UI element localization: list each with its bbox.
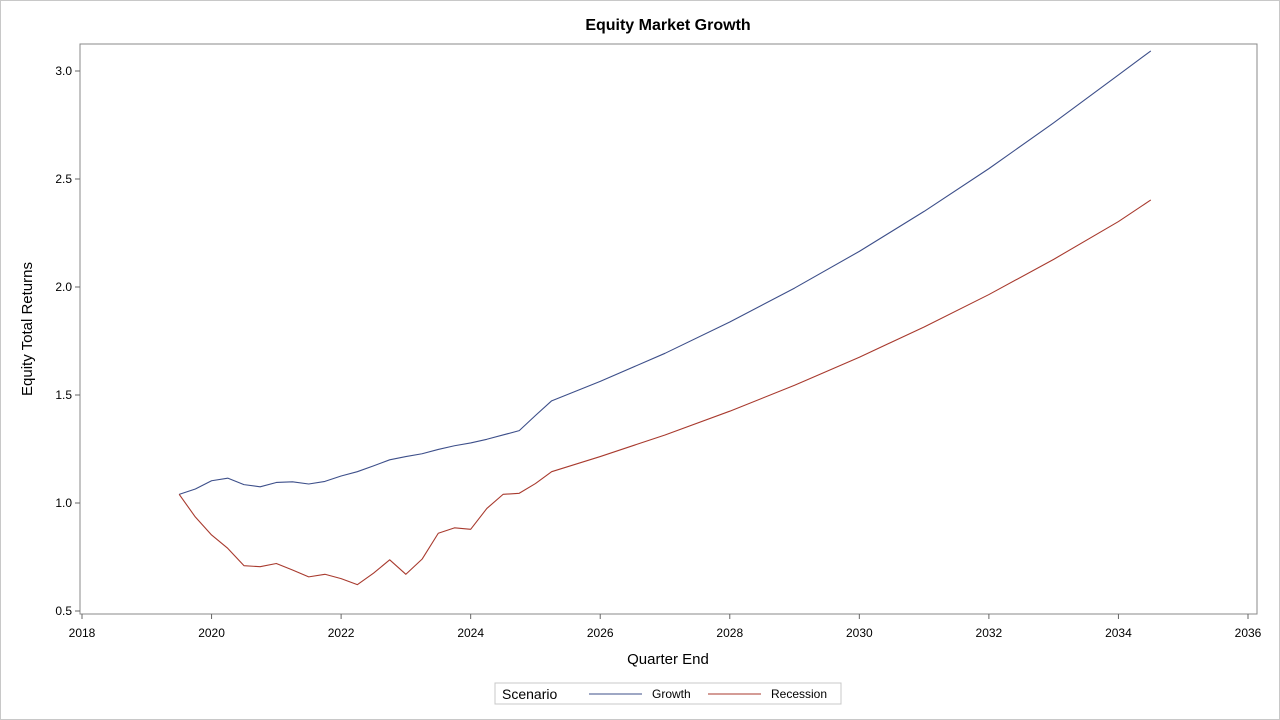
series-line-recession [178, 199, 1152, 586]
x-tick-label: 2028 [716, 626, 743, 640]
y-axis: 0.5 1.0 1.5 2.0 2.5 3.0 [55, 64, 80, 618]
legend-title: Scenario [502, 686, 557, 702]
x-tick-label: 2020 [198, 626, 225, 640]
y-tick-label: 1.0 [55, 496, 72, 510]
y-tick-label: 2.5 [55, 172, 72, 186]
x-tick-label: 2032 [976, 626, 1003, 640]
legend-box [494, 682, 842, 705]
x-tick-label: 2024 [457, 626, 484, 640]
y-axis-label: Equity Total Returns [19, 262, 36, 396]
x-axis-label: Quarter End [627, 651, 709, 668]
x-axis: 2018 2020 2022 2024 2026 2028 2030 2032 2034 2036 [69, 614, 1262, 640]
x-tick-label: 2036 [1235, 626, 1262, 640]
series-lines [178, 50, 1152, 586]
x-tick-label: 2026 [587, 626, 614, 640]
x-tick-label: 2022 [328, 626, 355, 640]
legend-label-growth: Growth [652, 687, 691, 701]
legend: Scenario Growth Recession [494, 682, 842, 705]
legend-label-recession: Recession [771, 687, 827, 701]
chart-title: Equity Market Growth [585, 17, 750, 34]
x-tick-label: 2034 [1105, 626, 1132, 640]
plot-area [79, 43, 1258, 615]
y-tick-label: 0.5 [55, 604, 72, 618]
series-line-growth [178, 50, 1152, 495]
x-tick-label: 2018 [69, 626, 96, 640]
y-tick-label: 1.5 [55, 388, 72, 402]
x-tick-label: 2030 [846, 626, 873, 640]
y-tick-label: 2.0 [55, 280, 72, 294]
y-tick-label: 3.0 [55, 64, 72, 78]
